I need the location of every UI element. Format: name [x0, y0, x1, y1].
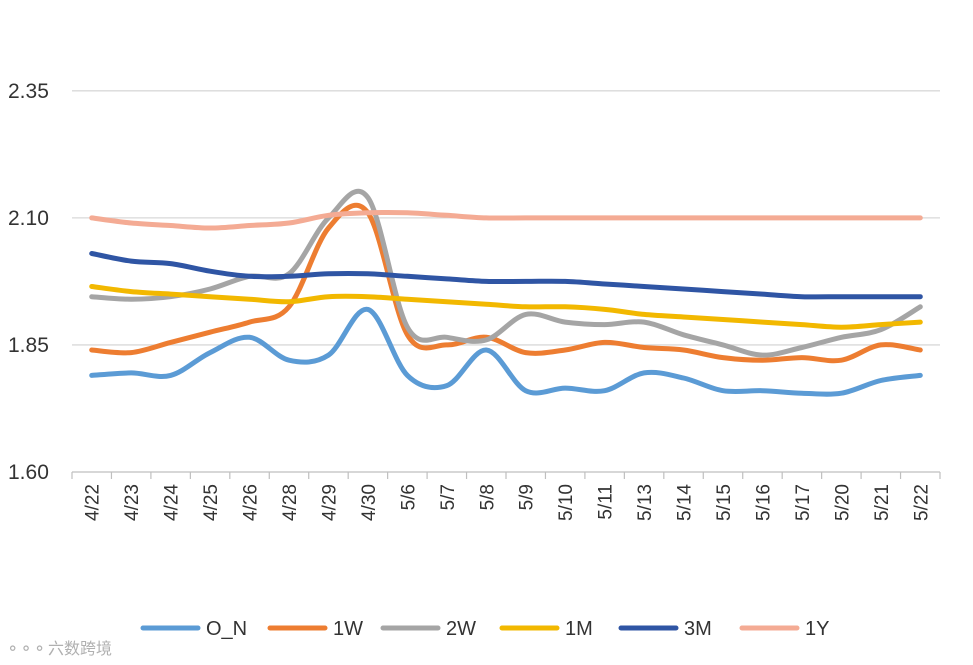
x-tick-label: 4/29 [319, 484, 340, 521]
legend-label-1w: 1W [333, 618, 363, 640]
x-tick-label: 5/21 [872, 484, 893, 521]
series-line-1m [89, 284, 923, 330]
x-tick-label: 4/30 [359, 484, 380, 521]
x-axis: 4/22 4/23 4/24 4/25 4/26 4/28 4/29 4/30 5/6 5/7 5/… [71, 472, 941, 521]
x-tick-label: 5/10 [556, 484, 577, 521]
x-tick-label: 4/24 [162, 484, 183, 521]
x-tick-label: 4/22 [83, 484, 104, 521]
x-tick-label: 5/22 [911, 484, 932, 521]
legend-label-1m: 1M [565, 618, 593, 640]
x-tick-label: 5/20 [832, 484, 853, 521]
watermark-logo: ⚬⚬⚬ [6, 639, 46, 658]
x-tick-label: 5/14 [675, 484, 696, 521]
x-tick-label: 4/25 [201, 484, 222, 521]
x-tick-label: 5/9 [517, 484, 538, 510]
series-line-2w [89, 188, 923, 358]
x-tick-label: 5/11 [596, 484, 617, 520]
x-tick-label: 5/8 [477, 484, 498, 510]
series-line-3m [89, 251, 923, 300]
legend-label-1y: 1Y [805, 618, 829, 640]
series-line-on [89, 306, 923, 397]
series-lines [89, 188, 923, 397]
y-axis: 1.60 1.85 2.10 2.35 [8, 80, 49, 484]
x-tick-label: 5/7 [438, 484, 459, 510]
x-tick-label: 5/16 [753, 484, 774, 521]
x-tick-label: 4/28 [280, 484, 301, 521]
x-tick-label: 5/15 [714, 484, 735, 521]
legend-label-2w: 2W [446, 618, 476, 640]
x-tick-label: 4/26 [241, 484, 262, 521]
x-tick-label: 5/6 [398, 484, 419, 510]
series-line-1y [89, 210, 923, 231]
legend-label-3m: 3M [684, 618, 712, 640]
y-tick-label: 1.85 [8, 334, 49, 357]
legend: O_N 1W 2W 1M 3M 1Y [140, 618, 829, 640]
x-tick-label: 5/13 [635, 484, 656, 521]
y-tick-label: 2.10 [8, 207, 49, 230]
x-tick-label: 5/17 [793, 484, 814, 521]
watermark: ⚬⚬⚬ 六数跨境 [6, 639, 112, 658]
x-tick-label: 4/23 [122, 484, 143, 521]
watermark-text: 六数跨境 [48, 639, 112, 658]
y-tick-label: 1.60 [8, 461, 49, 484]
y-tick-label: 2.35 [8, 80, 49, 103]
legend-label-on: O_N [206, 618, 247, 640]
